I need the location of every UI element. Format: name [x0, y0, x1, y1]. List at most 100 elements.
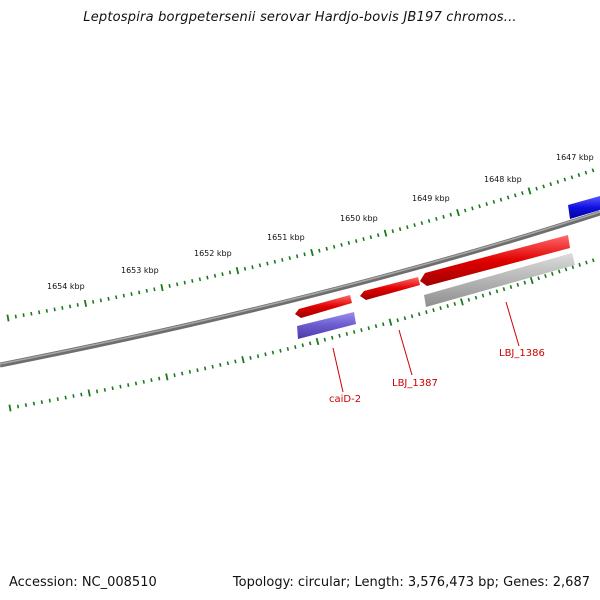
minor-tick [449, 212, 453, 217]
minor-tick [551, 271, 554, 276]
minor-tick [243, 266, 247, 271]
minor-tick [173, 373, 176, 378]
minor-tick [355, 239, 358, 243]
feature-gray-bar[interactable] [424, 253, 575, 307]
minor-tick [279, 348, 282, 353]
minor-tick [301, 343, 304, 348]
minor-tick [30, 311, 33, 316]
minor-tick [535, 186, 538, 191]
minor-tick [153, 287, 156, 292]
minor-tick [417, 312, 421, 317]
minor-tick [406, 225, 409, 230]
minor-tick [516, 282, 520, 287]
minor-tick [308, 341, 312, 346]
minor-tick [130, 292, 133, 296]
minor-tick [499, 197, 503, 202]
minor-tick [53, 307, 56, 312]
minor-tick [591, 258, 595, 263]
accession-text: Accession: NC_008510 [9, 575, 157, 590]
tick-label: 1652 kbp [194, 249, 232, 258]
major-tick [241, 356, 245, 364]
minor-tick [16, 404, 20, 409]
gene-label-LBJ-1387[interactable]: LBJ_1387 [392, 378, 438, 389]
minor-tick [345, 332, 349, 336]
topology-summary: Topology: circular; Length: 3,576,473 bp… [232, 575, 590, 590]
minor-tick [303, 252, 306, 257]
minor-tick [99, 298, 102, 303]
minor-tick [523, 280, 527, 285]
minor-tick [544, 274, 547, 279]
gene-arrow-LBJ-1387[interactable] [360, 277, 420, 300]
minor-tick [413, 223, 416, 228]
minor-tick [481, 293, 485, 298]
minor-tick [158, 376, 161, 381]
minor-tick [273, 259, 277, 264]
minor-tick [442, 214, 445, 219]
minor-tick [362, 237, 365, 241]
minor-tick [127, 383, 130, 387]
inner-tick-ring [8, 258, 595, 412]
major-tick [315, 337, 320, 346]
minor-tick [295, 254, 299, 259]
minor-tick [92, 299, 95, 304]
minor-tick [376, 233, 380, 238]
minor-tick [251, 265, 254, 270]
minor-tick [571, 265, 575, 270]
minor-tick [14, 314, 17, 319]
minor-tick [168, 284, 171, 288]
minor-tick [478, 204, 481, 209]
minor-tick [403, 316, 407, 321]
leader-line-caiD-2 [332, 347, 344, 393]
minor-tick [64, 395, 67, 400]
major-tick [388, 318, 393, 326]
minor-tick [420, 221, 424, 226]
minor-tick [294, 345, 297, 349]
major-tick [460, 298, 464, 306]
minor-tick [521, 191, 524, 196]
feature-blue-arrow[interactable] [568, 196, 600, 219]
map-title: Leptospira borgpetersenii serovar Hardjo… [83, 10, 517, 25]
gene-label-caiD-2[interactable]: caiD-2 [329, 394, 361, 405]
minor-tick [76, 303, 79, 307]
chromosome-backbone-highlight [0, 211, 600, 365]
tick-label: 1653 kbp [121, 266, 159, 275]
minor-tick [398, 227, 402, 232]
minor-tick [134, 381, 138, 386]
minor-tick [61, 305, 64, 310]
tick-label: 1654 kbp [47, 282, 85, 291]
gene-arrow-caiD-2[interactable] [295, 295, 352, 318]
leader-line-LBJ-1386 [505, 301, 520, 347]
tick-label: 1650 kbp [340, 214, 378, 223]
major-tick [160, 284, 164, 292]
minor-tick [331, 335, 334, 340]
minor-tick [338, 333, 341, 338]
minor-tick [369, 235, 373, 240]
minor-tick [183, 280, 186, 285]
minor-tick [22, 313, 25, 318]
feature-purple-bar[interactable] [297, 312, 356, 339]
minor-tick [198, 277, 202, 282]
minor-tick [591, 168, 595, 173]
ruler-labels: 1654 kbp 1653 kbp 1652 kbp 1651 kbp 1650… [47, 153, 594, 291]
gene-label-LBJ-1386[interactable]: LBJ_1386 [499, 348, 545, 359]
minor-tick [68, 304, 72, 309]
minor-tick [40, 400, 43, 405]
minor-tick [502, 287, 506, 292]
gene-arrow-LBJ-1386[interactable] [420, 235, 570, 286]
major-tick [529, 276, 534, 285]
minor-tick [340, 242, 343, 247]
minor-tick [427, 218, 431, 223]
minor-tick [585, 260, 588, 265]
minor-tick [107, 296, 110, 301]
minor-tick [191, 279, 194, 283]
minor-tick [258, 263, 262, 268]
minor-tick [435, 216, 438, 221]
minor-tick [323, 337, 327, 342]
minor-tick [410, 314, 414, 319]
minor-tick [549, 182, 553, 187]
minor-tick [467, 297, 471, 302]
minor-tick [213, 273, 217, 278]
minor-tick [332, 244, 336, 249]
minor-tick [115, 295, 118, 300]
minor-tick [474, 295, 478, 300]
